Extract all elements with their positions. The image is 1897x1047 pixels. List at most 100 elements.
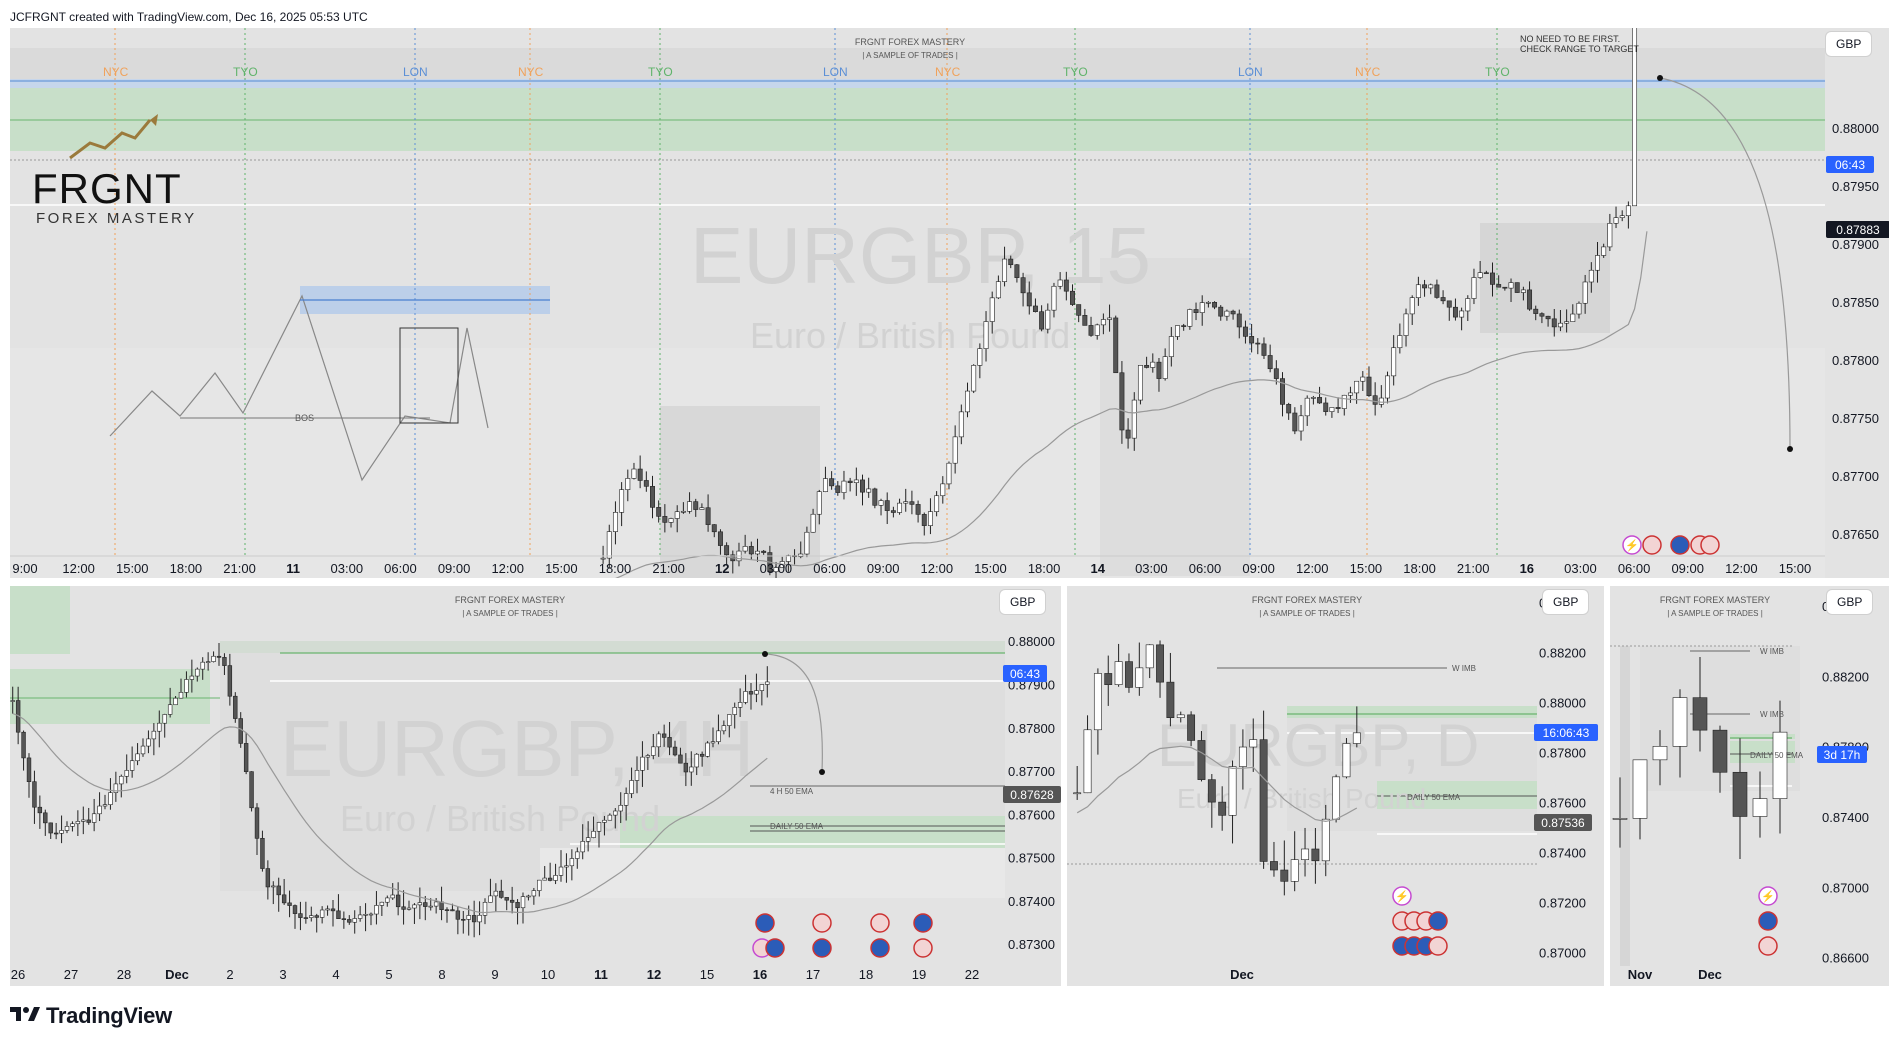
candle: [602, 819, 607, 823]
candle: [1137, 365, 1143, 401]
y-tick-label: 0.87650: [1832, 527, 1879, 542]
weekly-chart-panel[interactable]: FRGNT FOREX MASTERY | A SAMPLE OF TRADES…: [1610, 586, 1889, 986]
candle: [742, 546, 748, 552]
candle: [612, 512, 618, 532]
event-icons[interactable]: ⚡: [1758, 886, 1778, 956]
candle: [249, 771, 254, 809]
uk-flag-icon[interactable]: [913, 938, 933, 958]
candle: [724, 545, 730, 556]
eu-flag-icon[interactable]: [1428, 911, 1448, 931]
currency-badge[interactable]: GBP: [1826, 32, 1872, 56]
candle: [618, 804, 623, 812]
uk-flag-icon[interactable]: [1642, 535, 1662, 555]
candle: [822, 478, 828, 492]
candle: [1063, 279, 1069, 292]
tradingview-logo[interactable]: TradingView: [10, 1003, 172, 1029]
uk-flag-icon[interactable]: [812, 913, 832, 933]
event-icons[interactable]: ⚡: [1622, 535, 1720, 555]
eu-flag-icon[interactable]: [1670, 535, 1690, 555]
candle: [379, 901, 385, 906]
eu-flag-icon[interactable]: [870, 938, 890, 958]
x-tick-label: Nov: [1628, 967, 1653, 982]
candle: [1612, 818, 1628, 820]
y-tick-label: 0.87800: [1008, 721, 1055, 736]
candle: [732, 706, 737, 715]
ema-price-badge: [1534, 814, 1592, 831]
daily-chart-svg[interactable]: EURGBP, D Euro / British Pound FRGNT FOR…: [1067, 586, 1604, 986]
candle: [1070, 290, 1075, 305]
x-tick-label: 03:00: [760, 561, 793, 576]
main-chart-panel[interactable]: NYC TYO LON NYC TYO LON NYC TYO LON NYC TYO BOS EU…: [10, 28, 1889, 578]
uk-flag-icon[interactable]: [1428, 936, 1448, 956]
candle: [872, 488, 878, 506]
candle: [564, 865, 569, 868]
candle: [717, 531, 723, 546]
lightning-glyph: ⚡: [1395, 890, 1409, 903]
candle: [53, 832, 59, 835]
y-tick-label: 0.88000: [1008, 634, 1055, 649]
eu-flag-icon[interactable]: [812, 938, 832, 958]
top-title: FRGNT FOREX MASTERY: [1660, 595, 1770, 605]
zone-green-left: [10, 669, 210, 724]
candle: [1125, 661, 1133, 688]
h4-chart-panel[interactable]: EURGBP, 4H Euro / British Pound FRGNT FO…: [10, 586, 1061, 986]
eu-flag-icon[interactable]: [755, 913, 775, 933]
eu-flag-icon[interactable]: [1758, 911, 1778, 931]
eu-flag-icon[interactable]: [913, 913, 933, 933]
candle: [1533, 308, 1539, 314]
candle: [558, 866, 564, 876]
x-tick-label: 12:00: [62, 561, 95, 576]
currency-badge[interactable]: GBP: [1827, 590, 1873, 614]
candle: [542, 877, 547, 881]
candle: [1490, 272, 1495, 285]
y-tick-label: 0.88200: [1539, 646, 1586, 661]
candle: [748, 546, 754, 555]
candle: [1242, 326, 1248, 337]
candle: [1162, 356, 1168, 379]
x-tick-label: 4: [332, 967, 339, 982]
target-dot: [819, 769, 825, 775]
candle: [631, 468, 637, 479]
candle: [1082, 315, 1088, 326]
candle: [1360, 376, 1366, 382]
currency-badge[interactable]: GBP: [1543, 590, 1589, 614]
x-tick-label: 11: [594, 967, 608, 982]
candle: [971, 365, 977, 392]
countdown-badge: [1003, 665, 1047, 682]
x-tick-label: 26: [11, 967, 25, 982]
candle: [1539, 313, 1545, 317]
uk-flag-icon-3[interactable]: [1700, 535, 1720, 555]
top-title: FRGNT FOREX MASTERY: [455, 595, 565, 605]
candle: [1083, 729, 1092, 794]
h4-chart-svg[interactable]: EURGBP, 4H Euro / British Pound FRGNT FO…: [10, 586, 1061, 986]
candle: [1385, 375, 1390, 399]
candle: [1280, 378, 1285, 405]
eu-flag-icon[interactable]: [765, 938, 785, 958]
candle: [1205, 302, 1211, 304]
daily-chart-panel[interactable]: EURGBP, D Euro / British Pound FRGNT FOR…: [1067, 586, 1604, 986]
weekly-chart-svg[interactable]: FRGNT FOREX MASTERY | A SAMPLE OF TRADES…: [1610, 586, 1889, 986]
event-icons[interactable]: ⚡: [1392, 886, 1448, 956]
y-tick-label: 0.87300: [1008, 937, 1055, 952]
ema-line: [615, 231, 1648, 578]
uk-flag-icon[interactable]: [1758, 936, 1778, 956]
bos-box: [399, 327, 459, 424]
candle: [1415, 284, 1421, 298]
lightning-icon[interactable]: [1758, 886, 1778, 906]
candle: [520, 896, 526, 909]
x-tick-label: 12: [715, 561, 729, 576]
watermark: EURGBP, D: [1157, 712, 1479, 779]
uk-flag-icon[interactable]: [870, 913, 890, 933]
main-chart-svg[interactable]: NYC TYO LON NYC TYO LON NYC TYO LON NYC TYO BOS EU…: [10, 28, 1889, 578]
session-label: TYO: [1485, 65, 1510, 79]
currency-badge[interactable]: GBP: [1000, 590, 1046, 614]
event-icons[interactable]: [752, 913, 933, 958]
zone-left: [1620, 646, 1630, 966]
candle: [48, 822, 53, 834]
session-label: NYC: [1355, 65, 1381, 79]
candle: [1613, 217, 1619, 224]
lightning-icon[interactable]: [1392, 886, 1412, 906]
lightning-icon[interactable]: [1622, 535, 1642, 555]
candle: [1261, 343, 1267, 356]
watermark: EURGBP, 4H: [280, 704, 754, 793]
